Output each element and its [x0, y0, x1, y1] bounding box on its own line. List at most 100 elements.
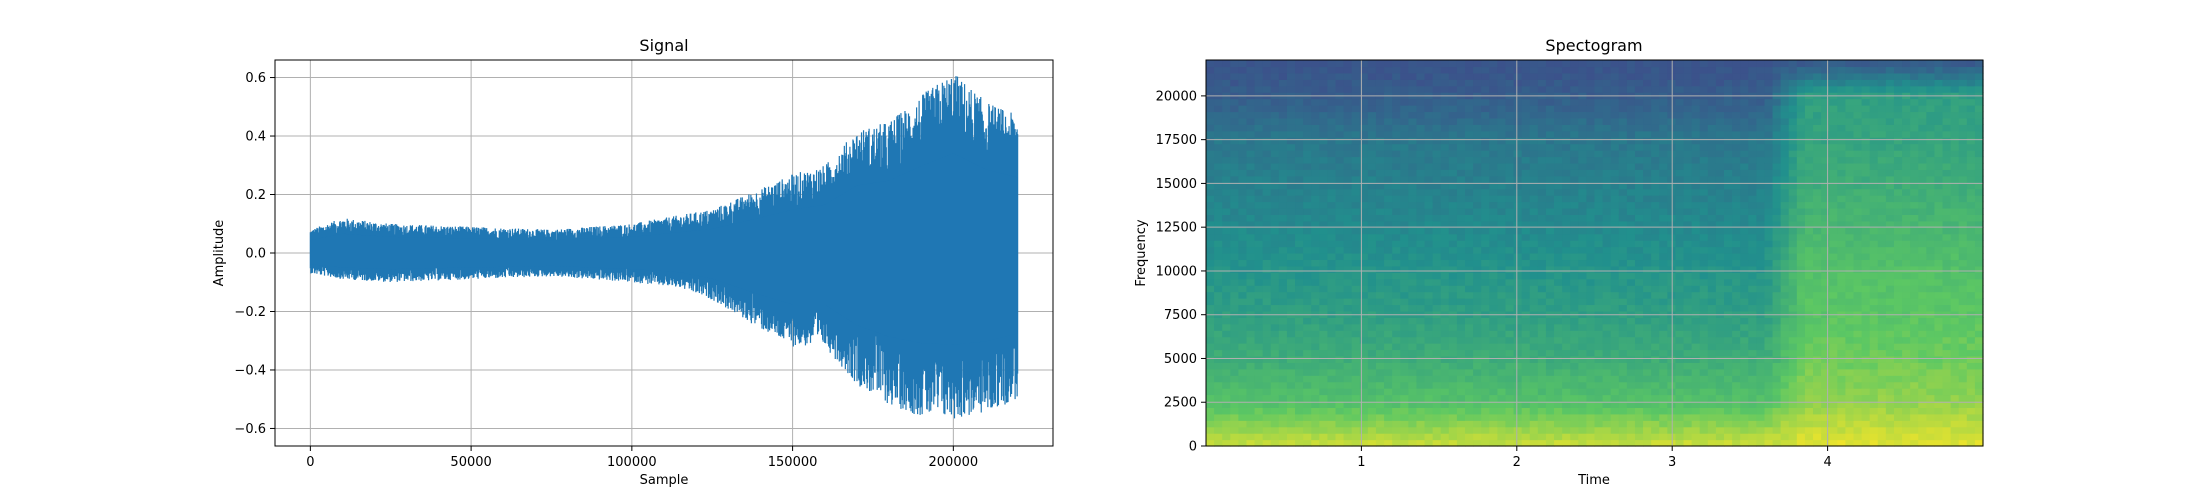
spectrogram-cell	[1432, 265, 1442, 273]
spectrogram-cell	[1400, 150, 1409, 158]
spectrogram-cell	[1222, 98, 1231, 106]
spectrogram-cell	[1230, 265, 1239, 273]
spectrogram-cell	[1821, 253, 1830, 261]
spectrogram-cell	[1246, 323, 1256, 331]
spectrogram-cell	[1497, 368, 1507, 376]
spectrogram-cell	[1683, 323, 1693, 331]
spectrogram-cell	[1456, 298, 1466, 306]
spectrogram-cell	[1715, 214, 1725, 222]
spectrogram-cell	[1626, 214, 1636, 222]
spectrogram-cell	[1796, 265, 1806, 273]
spectrogram-cell	[1756, 220, 1766, 228]
spectrogram-cell	[1432, 98, 1442, 106]
spectrogram-cell	[1303, 60, 1312, 68]
spectrogram-cell	[1392, 60, 1401, 68]
spectrogram-cell	[1222, 439, 1231, 447]
spectrogram-cell	[1319, 433, 1328, 441]
spectrogram-cell	[1772, 72, 1782, 80]
spectrogram-cell	[1230, 246, 1239, 254]
spectrogram-cell	[1262, 368, 1272, 376]
spectrogram-cell	[1384, 207, 1393, 215]
spectrogram-cell	[1715, 175, 1725, 183]
spectrogram-cell	[1626, 420, 1636, 428]
spectrogram-cell	[1570, 182, 1579, 190]
spectrogram-cell	[1853, 355, 1863, 363]
spectrogram-cell	[1270, 433, 1280, 441]
spectrogram-cell	[1343, 207, 1353, 215]
spectrogram-cell	[1691, 285, 1701, 293]
spectrogram-cell	[1222, 426, 1231, 434]
spectrogram-cell	[1732, 381, 1741, 389]
spectrogram-cell	[1634, 317, 1644, 325]
spectrogram-cell	[1505, 439, 1515, 447]
spectrogram-cell	[1465, 240, 1474, 248]
spectrogram-cell	[1392, 214, 1401, 222]
spectrogram-cell	[1278, 105, 1288, 113]
spectrogram-cell	[1400, 182, 1409, 190]
spectrogram-cell	[1505, 111, 1515, 119]
spectrogram-cell	[1505, 355, 1515, 363]
spectrogram-cell	[1594, 323, 1604, 331]
spectrogram-cell	[1594, 330, 1604, 338]
spectrogram-cell	[1392, 79, 1401, 87]
spectrogram-cell	[1545, 285, 1555, 293]
spectrogram-cell	[1715, 381, 1725, 389]
spectrogram-cell	[1262, 105, 1272, 113]
spectrogram-cell	[1804, 98, 1814, 106]
spectrogram-cell	[1610, 240, 1620, 248]
spectrogram-cell	[1675, 240, 1685, 248]
spectrogram-cell	[1254, 394, 1264, 402]
spectrogram-cell	[1675, 117, 1685, 125]
spectrogram-cell	[1408, 433, 1418, 441]
spectrogram-cell	[1748, 117, 1757, 125]
spectrogram-cell	[1643, 130, 1652, 138]
spectrogram-cell	[1586, 426, 1596, 434]
spectrogram-cell	[1586, 169, 1596, 177]
spectrogram-cell	[1667, 362, 1677, 370]
spectrogram-cell	[1691, 265, 1701, 273]
spectrogram-cell	[1618, 278, 1628, 286]
spectrogram-cell	[1740, 233, 1749, 241]
spectrogram-cell	[1222, 375, 1231, 383]
spectrogram-cell	[1465, 413, 1474, 421]
spectrogram-cell	[1626, 355, 1636, 363]
spectrogram-cell	[1497, 433, 1507, 441]
spectrogram-cell	[1821, 60, 1830, 68]
spectrogram-cell	[1295, 265, 1304, 273]
spectrogram-cell	[1214, 317, 1223, 325]
spectrogram-cell	[1610, 259, 1620, 267]
spectrogram-cell	[1626, 79, 1636, 87]
spectrogram-cell	[1473, 162, 1482, 170]
spectrogram-cell	[1448, 240, 1458, 248]
spectrogram-cell	[1537, 343, 1547, 351]
spectrogram-cell	[1529, 60, 1539, 68]
spectrogram-cell	[1416, 259, 1426, 267]
spectrogram-cell	[1295, 162, 1304, 170]
spectrogram-cell	[1392, 111, 1401, 119]
spectrogram-cell	[1327, 388, 1337, 396]
spectrogram-cell	[1724, 278, 1733, 286]
spectrogram-cell	[1796, 188, 1806, 196]
spectrogram-cell	[1473, 156, 1482, 164]
spectrogram-cell	[1400, 188, 1409, 196]
spectrogram-cell	[1562, 298, 1571, 306]
spectrogram-cell	[1724, 285, 1733, 293]
spectrogram-cell	[1440, 169, 1450, 177]
spectrogram-cell	[1270, 85, 1280, 93]
spectrogram-cell	[1699, 343, 1709, 351]
spectrogram-cell	[1804, 426, 1814, 434]
spectrogram-cell	[1756, 188, 1766, 196]
spectrogram-cell	[1861, 349, 1871, 357]
spectrogram-cell	[1456, 362, 1466, 370]
spectrogram-cell	[1448, 407, 1458, 415]
spectrogram-cell	[1367, 156, 1377, 164]
spectrogram-cell	[1375, 368, 1385, 376]
spectrogram-cell	[1618, 188, 1628, 196]
spectrogram-cell	[1465, 426, 1474, 434]
spectrogram-cell	[1246, 111, 1256, 119]
spectrogram-cell	[1602, 336, 1612, 344]
spectrogram-cell	[1610, 253, 1620, 261]
spectrogram-cell	[1408, 272, 1418, 280]
spectrogram-cell	[1691, 355, 1701, 363]
spectrogram-cell	[1408, 349, 1418, 357]
